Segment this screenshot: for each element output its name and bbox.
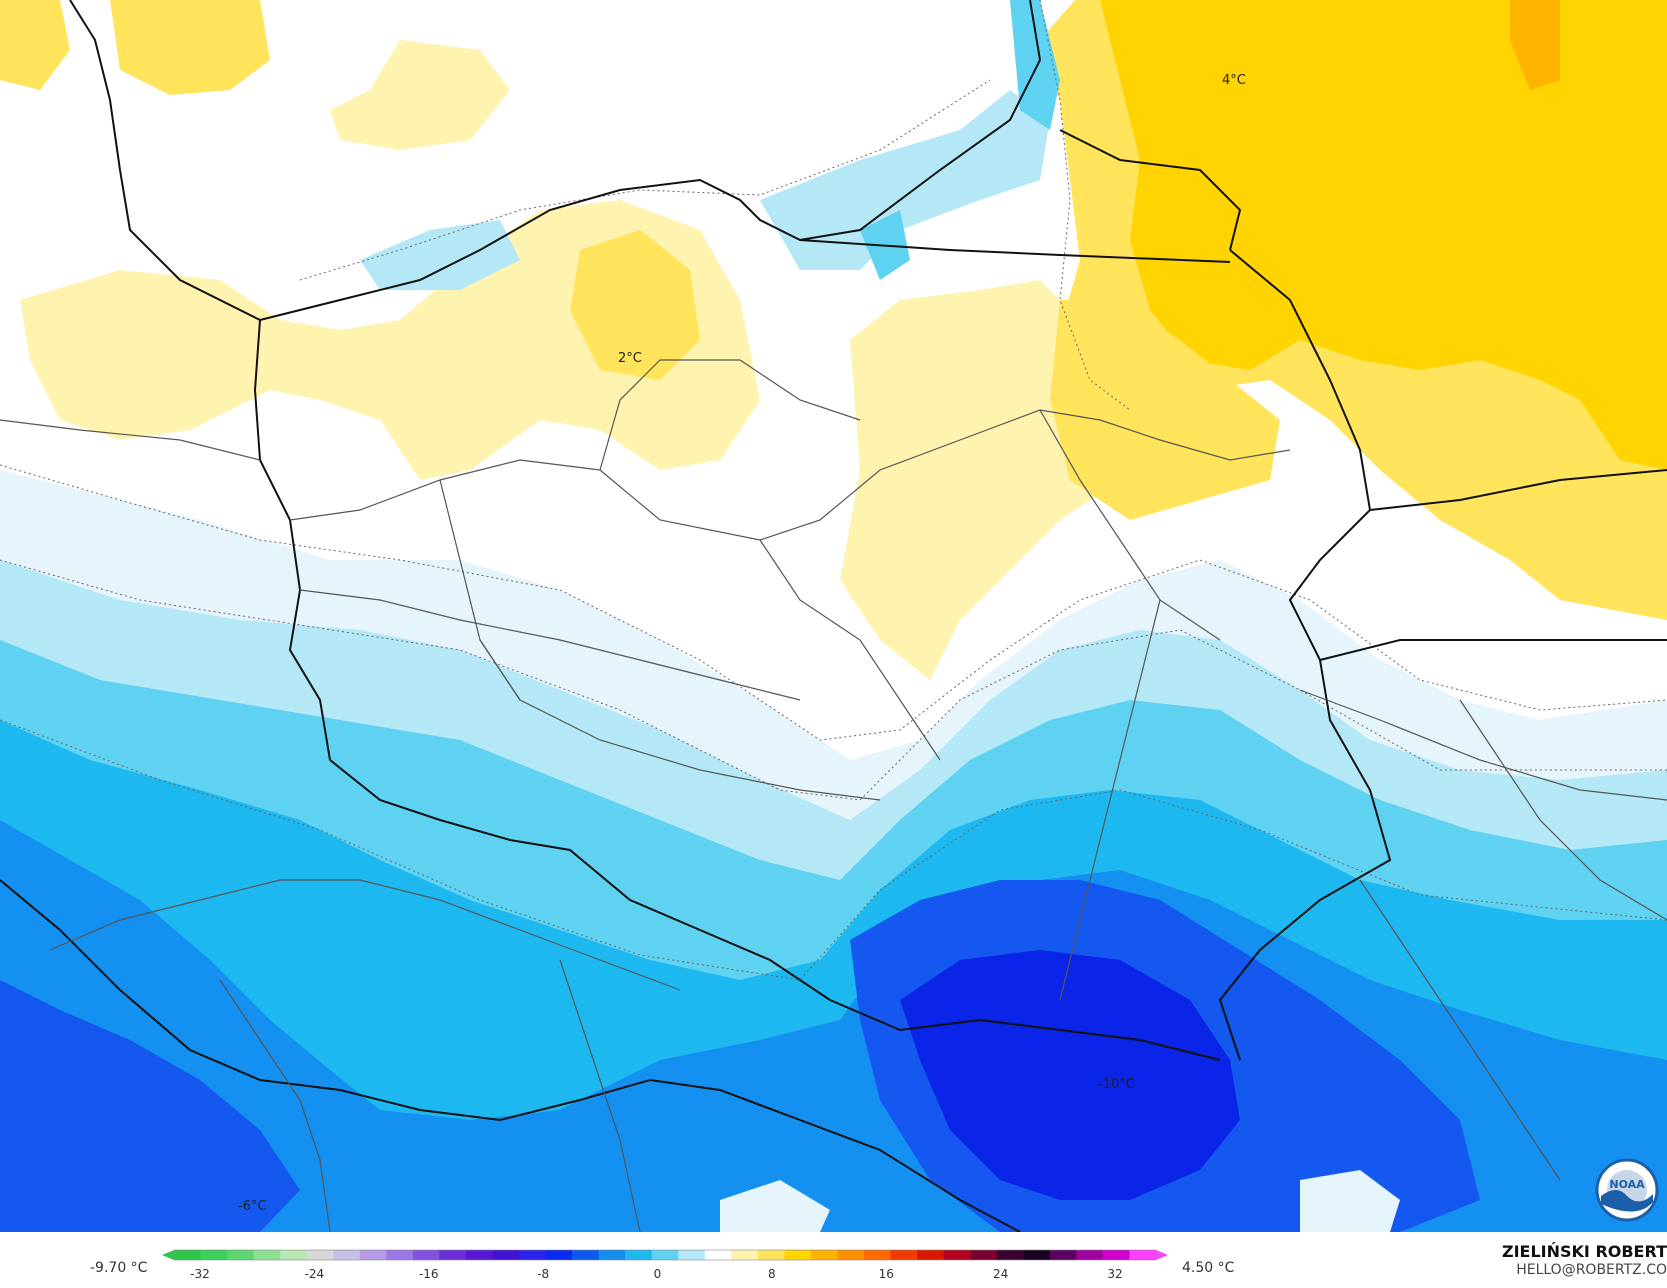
- colorbar-band: [917, 1250, 945, 1260]
- colorbar-band: [864, 1250, 892, 1260]
- contour-label-2c: 2°C: [618, 351, 642, 366]
- colorbar-bands: [162, 1249, 1168, 1261]
- zone-ice-pocket: [720, 1180, 830, 1232]
- colorbar-band: [810, 1250, 839, 1260]
- author-credit: ZIELIŃSKI ROBERT: [1501, 1242, 1667, 1261]
- colorbar-band: [625, 1250, 653, 1260]
- temperature-colorbar: -32 -24 -16 -8 0 8 16 24 32: [162, 1249, 1168, 1281]
- author-email: HELLO@ROBERTZ.CO: [1516, 1262, 1667, 1278]
- contour-label-4c: 4°C: [1222, 73, 1246, 88]
- border-ukraine-lower: [1319, 639, 1667, 661]
- colorbar-max-value: 4.50 °C: [1182, 1260, 1235, 1276]
- colorbar-band: [439, 1250, 467, 1260]
- contour-label-minus10c: -10°C: [1098, 1077, 1135, 1092]
- border-slovakia-hungary: [829, 999, 1221, 1061]
- zone-pale-west: [20, 200, 760, 480]
- colorbar-band: [386, 1250, 414, 1260]
- warm-zone-west: [0, 0, 760, 480]
- colorbar-band: [359, 1250, 387, 1260]
- warm-zone: [840, 0, 1667, 680]
- colorbar-band: [572, 1250, 600, 1260]
- colorbar-band: [704, 1250, 732, 1260]
- colorbar-band: [757, 1250, 785, 1260]
- zone-gold-dark: [1510, 0, 1560, 90]
- zone-dark-blue-east: [900, 950, 1240, 1200]
- colorbar-tick-label: 8: [768, 1267, 776, 1281]
- zone-yellow-east: [1050, 300, 1280, 520]
- colorbar-min-arrow: [162, 1250, 174, 1260]
- colorbar-tick-label: 24: [993, 1267, 1008, 1281]
- zone-pale-pocket: [1300, 1170, 1400, 1232]
- colorbar-band: [970, 1250, 998, 1260]
- colorbar-band: [1076, 1250, 1104, 1260]
- colorbar-tick-label: -24: [305, 1267, 325, 1281]
- colorbar-max-arrow: [1156, 1250, 1168, 1260]
- colorbar-band: [174, 1250, 202, 1260]
- zone-pale-north-island: [330, 40, 510, 150]
- colorbar-ticks: -32 -24 -16 -8 0 8 16 24 32: [190, 1267, 1122, 1281]
- zone-gold-ne: [1100, 0, 1667, 470]
- colorbar-band: [412, 1250, 440, 1260]
- colorbar-band: [1049, 1250, 1077, 1260]
- border-czech: [329, 759, 831, 1001]
- zone-coast-cyan-2: [360, 220, 520, 290]
- cold-zone: [0, 470, 1667, 1232]
- colorbar-min-value: -9.70 °C: [90, 1260, 148, 1276]
- country-borders: [0, 0, 1667, 1232]
- zone-yellow-nw: [110, 0, 270, 95]
- colorbar-tick-label: 16: [879, 1267, 894, 1281]
- colorbar-tick-label: -16: [419, 1267, 439, 1281]
- border-poland-west: [253, 319, 331, 761]
- colorbar-band: [519, 1250, 547, 1260]
- colorbar-tick-label: 0: [654, 1267, 662, 1281]
- svg-text:NOAA: NOAA: [1609, 1178, 1645, 1191]
- colorbar-band: [333, 1250, 361, 1260]
- colorbar-band: [943, 1250, 971, 1260]
- zone-coast-cyan-3: [1010, 0, 1060, 130]
- colorbar-band: [598, 1250, 626, 1260]
- colorbar-outline: [173, 1249, 1157, 1261]
- noaa-logo: NOAA: [1595, 1158, 1659, 1222]
- temperature-map: 4°C 2°C -10°C -6°C NOAA: [0, 0, 1667, 1232]
- colorbar-band: [492, 1250, 520, 1260]
- colorbar-band: [306, 1250, 334, 1260]
- colorbar-band: [465, 1250, 493, 1260]
- zone-yellow-center: [570, 230, 700, 380]
- colorbar-band: [651, 1250, 679, 1260]
- border-lithuania: [1059, 129, 1242, 251]
- colorbar-band: [784, 1250, 812, 1260]
- colorbar-band: [890, 1250, 918, 1260]
- baltic-coastline: [259, 0, 1042, 321]
- contour-label-minus6c: -6°C: [238, 1199, 267, 1214]
- border-germany-denmark: [69, 0, 261, 321]
- colorbar-band: [996, 1250, 1024, 1260]
- colorbar-tick-label: -32: [190, 1267, 210, 1281]
- zone-yellow-nw2: [0, 0, 70, 90]
- colorbar-tick-label: -8: [537, 1267, 549, 1281]
- border-kaliningrad: [799, 239, 1231, 263]
- colorbar-band: [731, 1250, 759, 1260]
- colorbar-band: [837, 1250, 865, 1260]
- colorbar-band: [545, 1250, 573, 1260]
- colorbar-band: [200, 1250, 228, 1260]
- contour-lines: [0, 0, 1667, 981]
- colorbar-band: [678, 1250, 706, 1260]
- region-borders: [0, 359, 1667, 1232]
- colorbar-band: [253, 1250, 281, 1260]
- zone-coast-cyan-1: [760, 90, 1050, 270]
- zone-deep-blue-west: [0, 980, 300, 1232]
- colorbar-band: [1129, 1250, 1157, 1260]
- border-belarus-ukraine: [1369, 469, 1667, 511]
- colorbar-tick-label: 32: [1107, 1267, 1122, 1281]
- border-austria: [0, 879, 1021, 1232]
- colorbar-band: [280, 1250, 308, 1260]
- colorbar-band: [1023, 1250, 1051, 1260]
- colorbar-band: [1102, 1250, 1130, 1260]
- colorbar-band: [227, 1250, 255, 1260]
